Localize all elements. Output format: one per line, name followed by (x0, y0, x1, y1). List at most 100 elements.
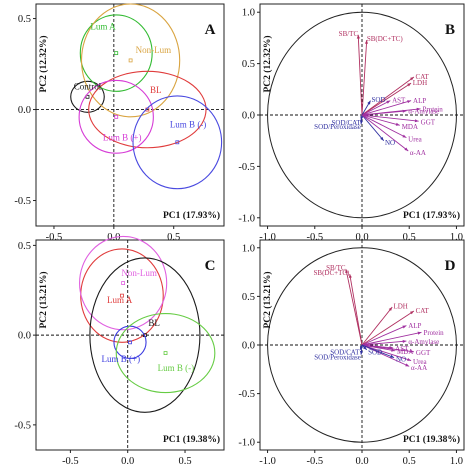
group-centroid-lum-a (120, 293, 124, 298)
x-tick-label: 1.0 (450, 456, 463, 467)
vector-ldh (361, 306, 393, 346)
group-label-lum-b: Lum B (+) (102, 354, 141, 364)
panel-b: -1.0 -0.5 0.0 0.5 1.0 -1.0 -0.5 0.0 0.5 1.0 PC1 (1… (238, 3, 465, 243)
panel-letter: A (205, 22, 216, 38)
x-tick-label: -0.5 (306, 456, 323, 467)
group-label-lum-b: Lum B (-) (170, 120, 207, 130)
x-tick-label: 1.0 (450, 232, 463, 243)
vector-ldh (361, 82, 412, 116)
group-centroid-lum-b (163, 351, 168, 355)
y-tick-label: 1.0 (242, 243, 255, 254)
vector-label-aa: α-AA (411, 364, 427, 372)
vector-label-mda: MDA (397, 348, 413, 356)
vector-ggt (361, 344, 415, 353)
vector-label-sod: SOD (368, 348, 382, 356)
x-tick-label: 0.5 (403, 232, 416, 243)
group-label-non-lum: Non-Lum (136, 45, 172, 55)
vector-arrowhead-ggt (414, 119, 419, 123)
y-axis-label: PC2 (12.32%) (38, 36, 49, 93)
group-label-control: Control (74, 82, 102, 92)
vector-label-alp: ALP (408, 322, 421, 330)
group-label-lum-b: Lum B (+) (103, 132, 142, 142)
vector-arrowhead-amylase (402, 339, 407, 343)
vector-label-ldh: LDH (393, 303, 407, 311)
vector-arrowhead-cat (410, 311, 414, 315)
vector-label-alp: ALP (413, 97, 426, 105)
vector-ggt (361, 114, 419, 122)
vector-cat (361, 76, 415, 116)
x-tick-label: 0.5 (167, 232, 180, 243)
y-tick-label: 0.5 (18, 241, 31, 252)
panel-c: -0.5 0.0 0.5 -0.5 0.0 0.5 PC1 (19.38%) PC2 (13.… (14, 235, 225, 467)
y-axis-label: PC2 (13.21%) (262, 272, 273, 329)
y-tick-label: -1.0 (238, 438, 255, 449)
group-ellipse-lum-b (132, 95, 223, 190)
vector-sb-dc-tc (349, 273, 363, 346)
x-tick-label: 0.0 (355, 232, 368, 243)
vector-arrowhead-sb-tc (356, 34, 360, 39)
vector-label-ldh: LDH (413, 79, 427, 87)
correlation-circle (267, 11, 457, 219)
vector-amylase (361, 340, 407, 346)
vector-sb-tc (345, 269, 363, 346)
y-tick-label: 0.0 (18, 105, 31, 116)
x-tick-label: -1.0 (259, 456, 276, 467)
vector-label-ast: AST (395, 345, 409, 353)
group-ellipse-lum-b (78, 79, 154, 154)
vector-arrowhead-ast (386, 100, 391, 104)
vector-label-sod-cat: SOD/CAT (332, 119, 362, 127)
vector-arrowhead-cat (410, 77, 414, 81)
y-tick-label: -0.5 (14, 196, 31, 207)
y-tick-label: 0.0 (18, 331, 31, 342)
vector-arrowhead-sb-dc-tc (364, 40, 368, 44)
y-tick-label: 1.0 (242, 8, 255, 19)
vector-label-aa: α-AA (410, 149, 426, 157)
vector-arrowhead-ldh (388, 307, 393, 311)
vector-arrowhead-urea (402, 134, 407, 138)
correlation-circle (267, 247, 457, 443)
vector-label-protein: Protein (423, 106, 444, 114)
group-ellipse-non-lum (80, 3, 181, 118)
vector-mda (361, 114, 400, 126)
group-label-non-lum: Non-Lum (121, 268, 157, 278)
panel-letter: C (205, 258, 216, 274)
vector-label-sb-tc: SB/TC (339, 30, 359, 38)
vector-arrowhead-alp (407, 100, 412, 104)
vector-arrowhead-ldh (407, 83, 412, 87)
y-tick-label: 0.5 (242, 292, 255, 303)
group-ellipse-lum-b (115, 313, 216, 394)
y-tick-label: -0.5 (238, 389, 255, 400)
vector-arrowhead-sb-dc-tc (348, 274, 352, 278)
vector-label-no: NO (385, 139, 395, 147)
group-label-bl: BL (150, 85, 162, 95)
y-tick-label: -0.5 (238, 162, 255, 173)
vector-label-mda: MDA (402, 123, 418, 131)
y-tick-label: 0.5 (242, 59, 255, 70)
group-label-lum-a: Lum A (107, 295, 133, 305)
vector-arrowhead-mda (395, 122, 400, 126)
vector-arrowhead-sod-peroxidase (359, 120, 363, 125)
plot-frame (35, 239, 225, 451)
vector-arrowhead-urea (407, 358, 412, 361)
group-centroid-lum-a (114, 51, 119, 56)
x-tick-label: 0.0 (121, 456, 134, 467)
vector-label-sod-peroxidase: SOD/Peroxidase (314, 354, 361, 362)
vector-amylase (361, 110, 407, 116)
vector-label-ggt: GGT (421, 118, 436, 126)
vector-alp (361, 325, 407, 346)
vector-label-sb-tc: SB/TC (326, 264, 346, 272)
vector-no (361, 114, 385, 141)
vector-ast (361, 100, 391, 116)
group-ellipse-bl (88, 70, 207, 149)
vector-protein (361, 331, 422, 346)
group-ellipse-control (70, 80, 105, 113)
vector-label-ggt: GGT (416, 349, 431, 357)
vector-arrowhead-ggt (410, 349, 414, 353)
vector-label-sod: SOD (372, 96, 386, 104)
vector-cat (361, 310, 415, 346)
vector-label-no: NO (396, 355, 406, 363)
vector-label-cat: CAT (416, 307, 430, 315)
vector-arrowhead-sod-peroxidase (359, 350, 363, 355)
